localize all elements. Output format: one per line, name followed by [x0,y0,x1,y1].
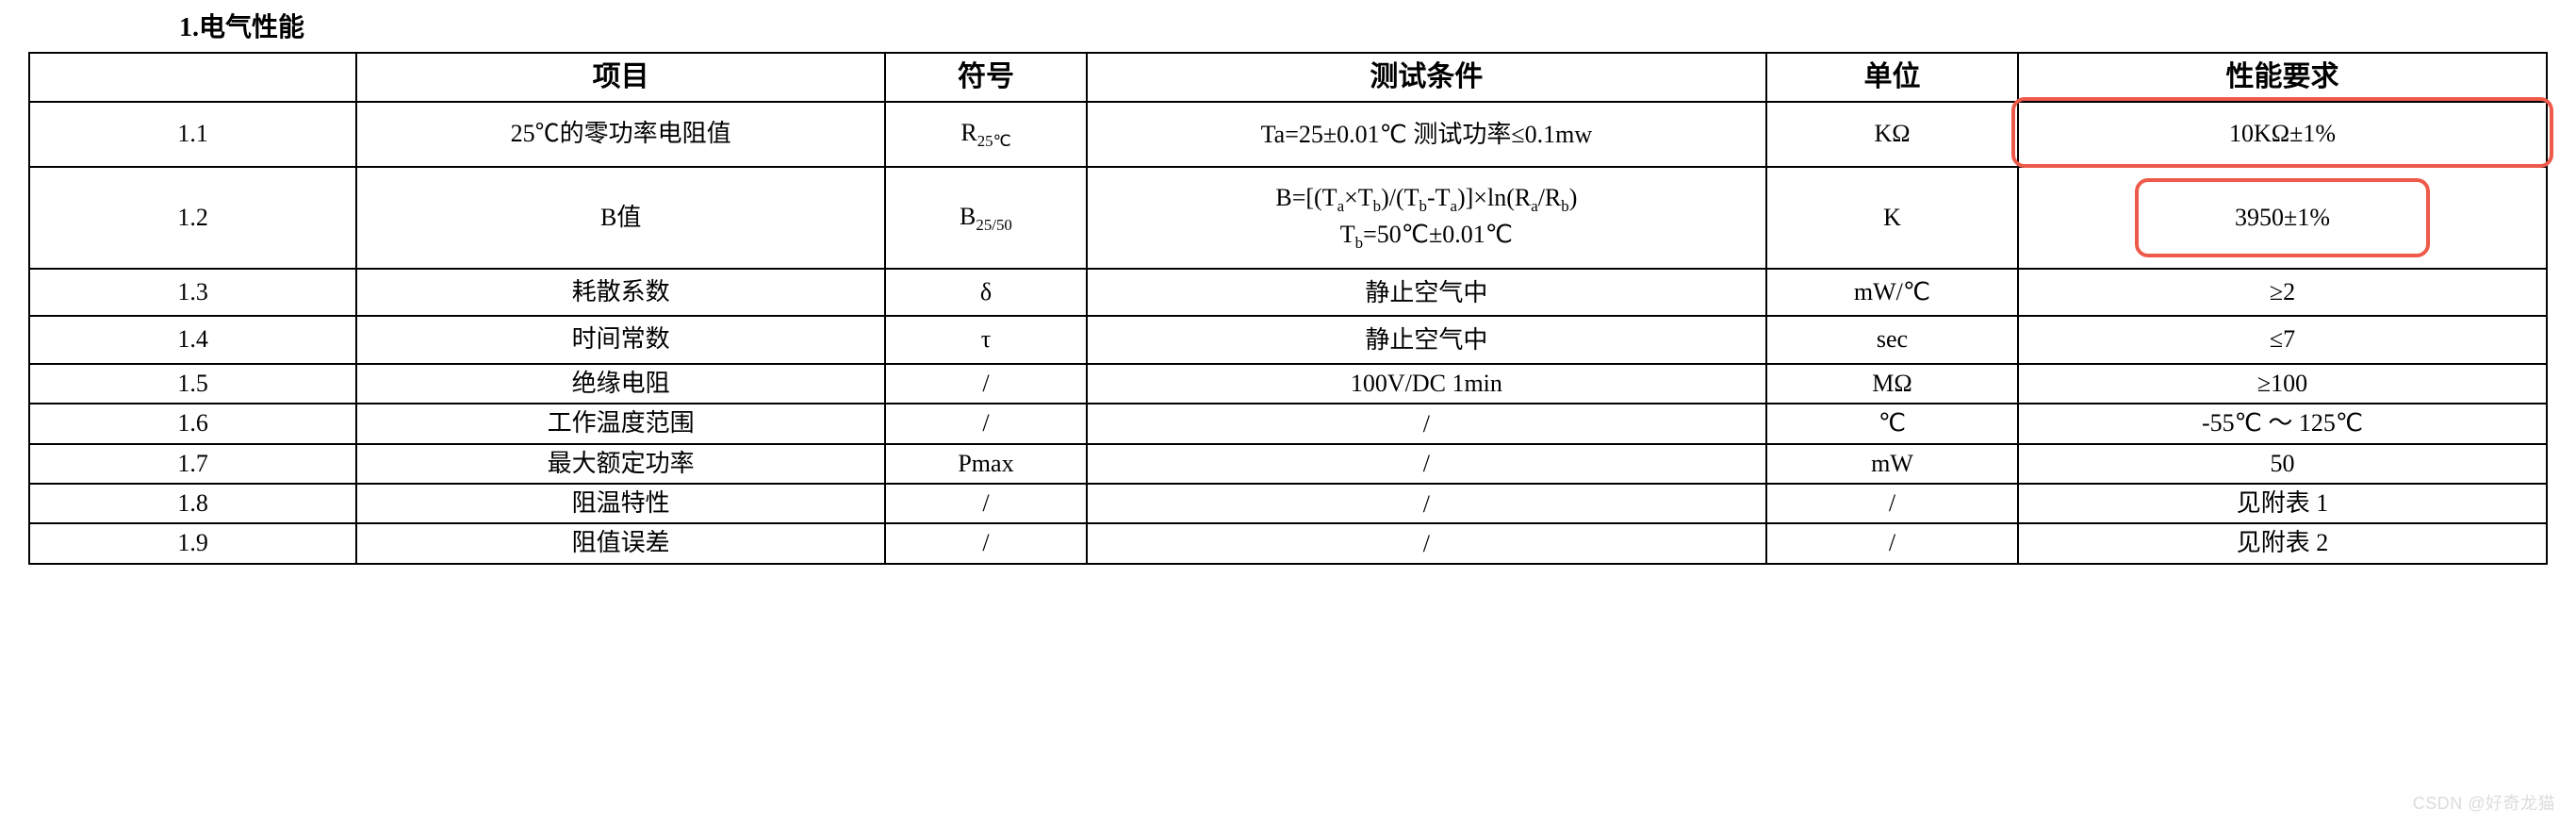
cell-condition: B=[(Ta×Tb)/(Tb-Ta)]×ln(Ra/Rb)Tb=50℃±0.01… [1087,167,1766,269]
table-row: 1.2B值B25/50B=[(Ta×Tb)/(Tb-Ta)]×ln(Ra/Rb)… [29,167,2547,269]
section-title: 1.电气性能 [179,9,2548,46]
cell-condition: / [1087,404,1766,443]
cell-unit: mW/℃ [1766,269,2018,316]
cell-index: 1.3 [29,269,356,316]
cell-requirement: 见附表 1 [2018,484,2547,523]
col-header-item: 项目 [356,53,885,102]
watermark: CSDN @好奇龙猫 [2413,792,2555,816]
cell-requirement: 50 [2018,444,2547,484]
col-header-unit: 单位 [1766,53,2018,102]
cell-symbol: / [885,364,1087,404]
cell-index: 1.1 [29,102,356,167]
table-row: 1.6工作温度范围//℃-55℃ ～ 125℃ [29,404,2547,443]
cell-index: 1.9 [29,523,356,563]
cell-index: 1.6 [29,404,356,443]
table-row: 1.7最大额定功率Pmax/mW50 [29,444,2547,484]
cell-index: 1.4 [29,316,356,363]
cell-unit: MΩ [1766,364,2018,404]
cell-condition: / [1087,444,1766,484]
cell-requirement: 见附表 2 [2018,523,2547,563]
table-row: 1.125℃的零功率电阻值R25℃Ta=25±0.01℃ 测试功率≤0.1mwK… [29,102,2547,167]
cell-symbol: B25/50 [885,167,1087,269]
cell-condition: / [1087,484,1766,523]
cell-symbol: R25℃ [885,102,1087,167]
cell-symbol: τ [885,316,1087,363]
cell-index: 1.5 [29,364,356,404]
cell-unit: KΩ [1766,102,2018,167]
cell-unit: ℃ [1766,404,2018,443]
cell-unit: mW [1766,444,2018,484]
col-header-index [29,53,356,102]
cell-requirement: -55℃ ～ 125℃ [2018,404,2547,443]
cell-item: 25℃的零功率电阻值 [356,102,885,167]
cell-item: 耗散系数 [356,269,885,316]
cell-requirement: 3950±1% [2018,167,2547,269]
cell-item: 阻温特性 [356,484,885,523]
cell-unit: / [1766,523,2018,563]
col-header-requirement: 性能要求 [2018,53,2547,102]
cell-item: 时间常数 [356,316,885,363]
cell-requirement: ≤7 [2018,316,2547,363]
cell-requirement-value: 10KΩ±1% [2229,120,2336,147]
cell-symbol: / [885,484,1087,523]
cell-index: 1.8 [29,484,356,523]
table-row: 1.5绝缘电阻/100V/DC 1minMΩ≥100 [29,364,2547,404]
col-header-symbol: 符号 [885,53,1087,102]
cell-symbol: / [885,404,1087,443]
cell-item: 绝缘电阻 [356,364,885,404]
cell-index: 1.7 [29,444,356,484]
cell-unit: / [1766,484,2018,523]
cell-condition: 静止空气中 [1087,269,1766,316]
cell-condition: Ta=25±0.01℃ 测试功率≤0.1mw [1087,102,1766,167]
cell-item: 阻值误差 [356,523,885,563]
cell-unit: K [1766,167,2018,269]
cell-condition: 100V/DC 1min [1087,364,1766,404]
cell-condition: / [1087,523,1766,563]
table-row: 1.9阻值误差///见附表 2 [29,523,2547,563]
cell-item: B值 [356,167,885,269]
cell-symbol: δ [885,269,1087,316]
cell-symbol: Pmax [885,444,1087,484]
cell-requirement: ≥2 [2018,269,2547,316]
cell-requirement: 10KΩ±1% [2018,102,2547,167]
cell-requirement: ≥100 [2018,364,2547,404]
cell-unit: sec [1766,316,2018,363]
spec-table: 项目 符号 测试条件 单位 性能要求 1.125℃的零功率电阻值R25℃Ta=2… [28,52,2548,565]
table-row: 1.4时间常数τ静止空气中sec≤7 [29,316,2547,363]
cell-symbol: / [885,523,1087,563]
col-header-condition: 测试条件 [1087,53,1766,102]
table-header-row: 项目 符号 测试条件 单位 性能要求 [29,53,2547,102]
cell-index: 1.2 [29,167,356,269]
cell-item: 最大额定功率 [356,444,885,484]
table-row: 1.3耗散系数δ静止空气中mW/℃≥2 [29,269,2547,316]
cell-requirement-value: 3950±1% [2235,204,2330,231]
cell-item: 工作温度范围 [356,404,885,443]
table-row: 1.8阻温特性///见附表 1 [29,484,2547,523]
cell-condition: 静止空气中 [1087,316,1766,363]
